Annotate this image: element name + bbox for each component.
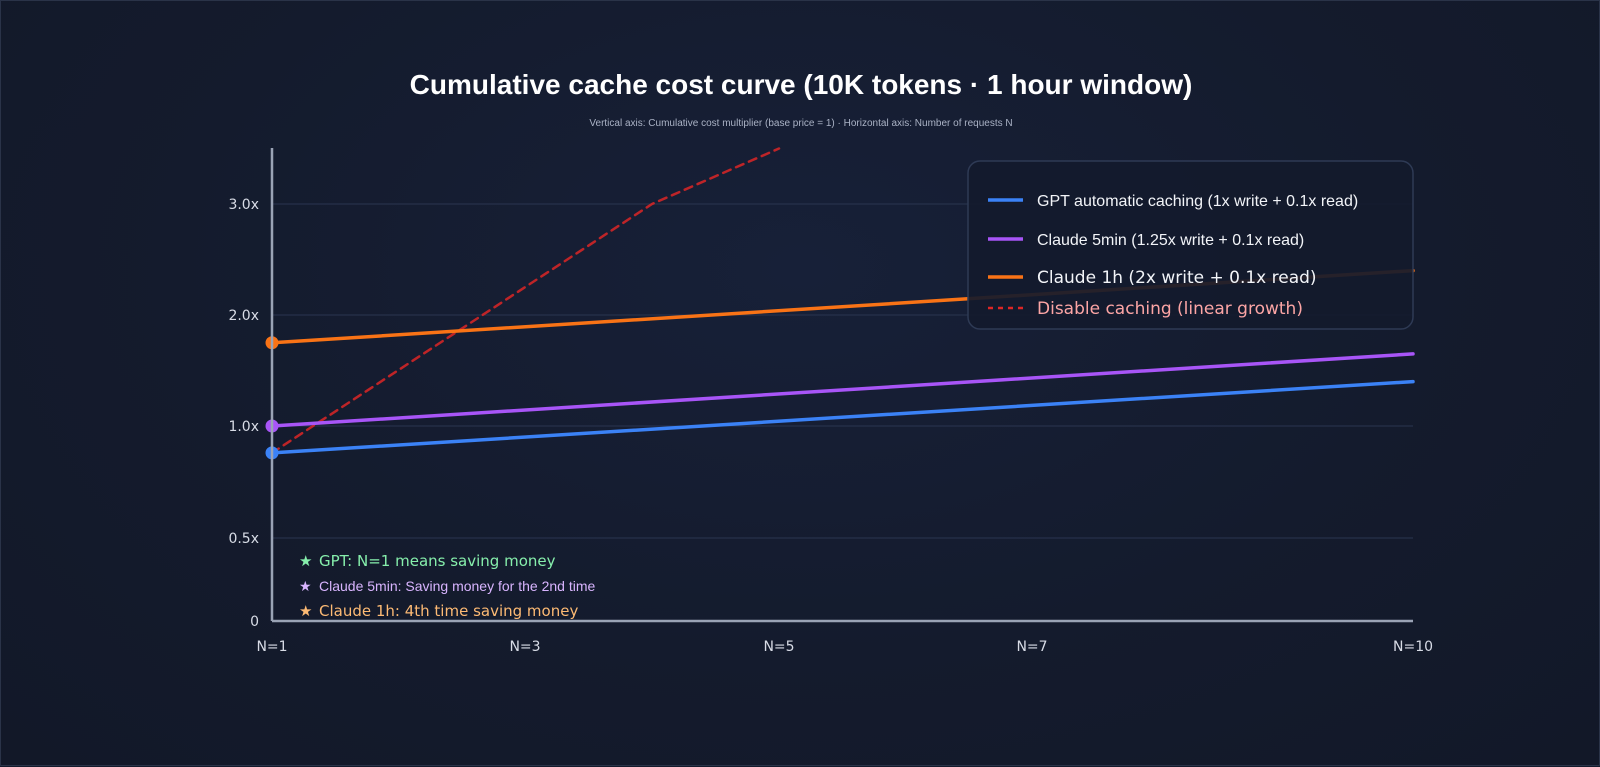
annotation-text: Claude 1h: 4th time saving money	[319, 602, 578, 620]
legend-box	[967, 160, 1414, 330]
y-tick-label: 2.0x	[228, 308, 259, 324]
annotation-text: GPT: N=1 means saving money	[319, 552, 556, 570]
x-tick-label: N=3	[509, 639, 540, 655]
series-line	[270, 379, 1415, 455]
legend-label: Claude 5min (1.25x write + 0.1x read)	[1037, 232, 1304, 249]
y-tick-label: 1.0x	[228, 419, 259, 435]
chart-subtitle: Vertical axis: Cumulative cost multiplie…	[589, 118, 1012, 129]
legend-label: Claude 1h (2x write + 0.1x read)	[1037, 268, 1317, 288]
y-tick-label: 0	[250, 614, 259, 630]
legend: GPT automatic caching (1x write + 0.1x r…	[967, 160, 1414, 330]
y-tick-label: 3.0x	[228, 197, 259, 213]
x-tick-label: N=5	[763, 639, 794, 655]
star-icon: ★	[299, 552, 312, 570]
x-tick-label: N=10	[1393, 639, 1433, 655]
x-tick-label: N=1	[256, 639, 287, 655]
series-line	[270, 352, 1415, 428]
annotation-text: Claude 5min: Saving money for the 2nd ti…	[319, 578, 595, 594]
chart-title: Cumulative cache cost curve (10K tokens …	[410, 69, 1193, 100]
star-icon: ★	[299, 578, 312, 594]
star-icon: ★	[299, 602, 312, 620]
x-tick-label: N=7	[1016, 639, 1047, 655]
axis-layer	[270, 148, 1413, 623]
annotation-notes: ★ GPT: N=1 means saving money ★ Claude 5min…	[299, 552, 595, 620]
tick-layer: 0 0.5x 1.0x 2.0x 3.0x N=1 N=3 N=5 N=7 N=10	[228, 197, 1433, 655]
legend-label: GPT automatic caching (1x write + 0.1x r…	[1037, 193, 1358, 210]
legend-label: Disable caching (linear growth)	[1037, 299, 1303, 319]
y-tick-label: 0.5x	[228, 531, 259, 547]
series-line	[270, 147, 781, 455]
